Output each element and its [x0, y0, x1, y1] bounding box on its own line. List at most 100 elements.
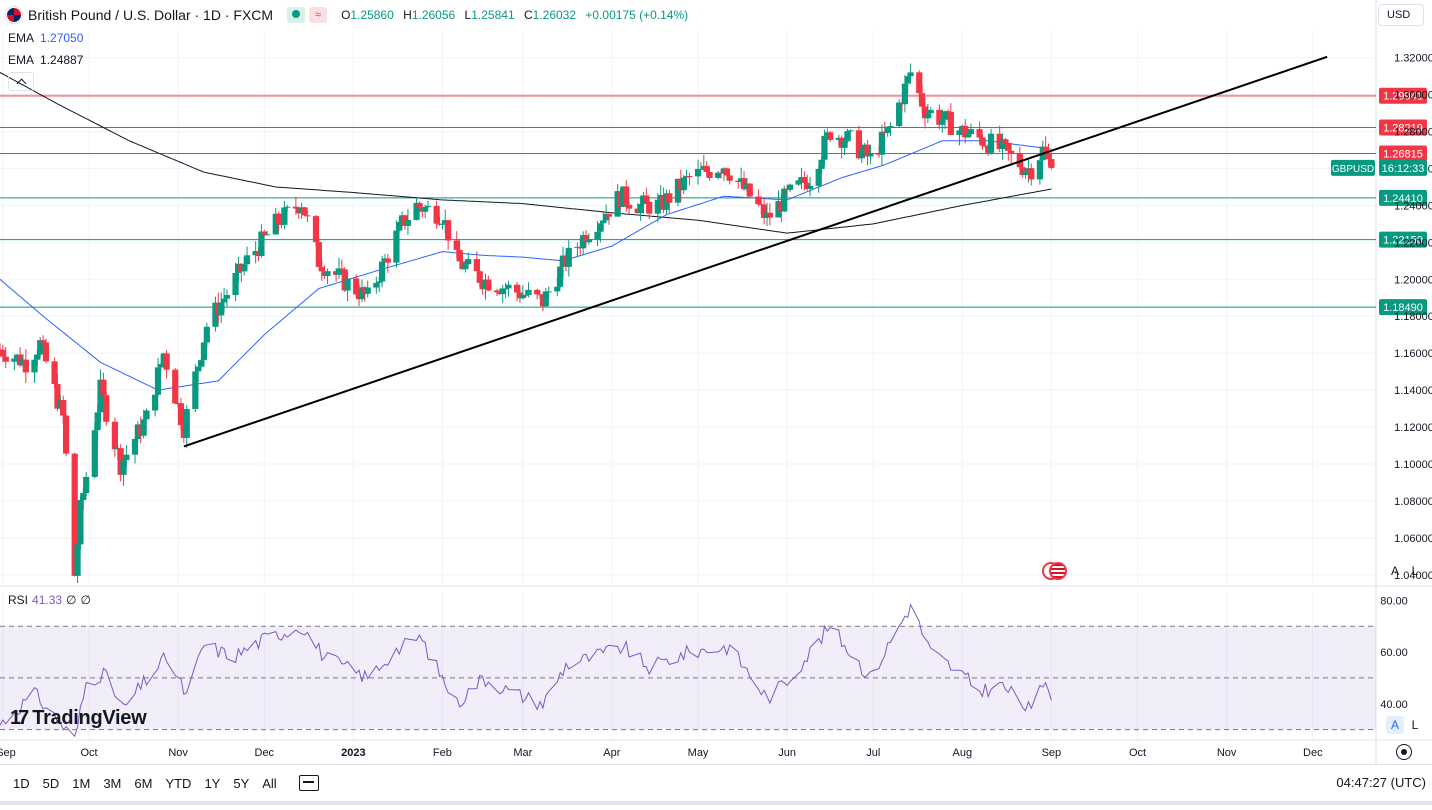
rsi-tick-label: 40.00 — [1380, 699, 1408, 711]
tradingview-logo[interactable]: 17 TradingView — [10, 707, 147, 730]
candle-body — [445, 220, 452, 241]
candle-body — [597, 223, 604, 232]
settings-gear-icon[interactable] — [1396, 744, 1412, 760]
candle-body — [123, 454, 130, 461]
timeframe-1m[interactable]: 1M — [72, 775, 91, 791]
tradingview-logo-icon: 17 — [10, 707, 29, 729]
economic-event-icon[interactable] — [1042, 562, 1068, 582]
candle-body — [192, 371, 199, 410]
price-tick-label: 1.20000 — [1394, 274, 1432, 286]
timeframe-6m[interactable]: 6M — [134, 775, 153, 791]
candle-body — [594, 231, 601, 240]
rsi-path — [0, 603, 1052, 738]
candle-body — [284, 206, 291, 208]
rsi-auto-scale-button[interactable]: A — [1386, 716, 1404, 734]
log-scale-button[interactable]: L — [1411, 564, 1419, 578]
candle-body — [766, 212, 773, 218]
candle-body — [976, 129, 983, 138]
market-open-dot-icon[interactable] — [287, 7, 306, 23]
candle-body — [887, 126, 894, 128]
trendline-path — [183, 55, 1328, 448]
wave-icon[interactable]: ≈ — [309, 7, 328, 23]
candle-body — [131, 439, 139, 455]
rsi-axis: 80.00 60.00 40.00 — [1380, 595, 1408, 710]
price-tick-label: 1.24000 — [1394, 200, 1432, 212]
level-tag-1.29941 — [1379, 87, 1427, 104]
candle-body — [795, 180, 802, 185]
candle-body — [847, 130, 854, 132]
price-tick-label: 1.14000 — [1394, 385, 1432, 397]
timeframe-1d[interactable]: 1D — [13, 775, 30, 791]
auto-scale-button[interactable]: A — [1390, 564, 1399, 578]
date-range-icon[interactable] — [298, 775, 319, 791]
candle-body — [324, 271, 331, 276]
candle-body — [453, 240, 460, 250]
candle-body — [232, 272, 239, 296]
candle-body — [999, 139, 1006, 150]
level-label-1.22150: 1.22150 — [1383, 235, 1423, 247]
candle-body — [786, 184, 794, 190]
candle-body — [921, 106, 929, 119]
level-label-1.26815: 1.26815 — [1383, 148, 1423, 160]
last-price-symbol-tag — [1331, 159, 1375, 176]
candle-body — [493, 290, 501, 293]
time-axis[interactable]: Sep Oct Nov Dec 2023 Feb Mar Apr May Jun Jul Aug Sep… — [0, 747, 1323, 759]
candle-body — [243, 255, 251, 265]
candle-body — [781, 188, 788, 212]
candle-body — [841, 141, 848, 148]
last-price-time: 16:12:33 — [1382, 163, 1425, 175]
price-tick-label: 1.04000 — [1394, 570, 1432, 582]
candle-body — [605, 213, 613, 217]
candle-body — [373, 282, 380, 288]
candle-body — [513, 284, 521, 293]
candle-body — [600, 220, 607, 224]
price-tick-label: 1.28000 — [1394, 127, 1432, 139]
candle-body — [223, 295, 231, 299]
timeframe-1y[interactable]: 1Y — [204, 775, 221, 791]
ema-slow-legend[interactable]: EMA 1.24887 — [8, 53, 84, 67]
candle-body — [143, 410, 150, 420]
timeframe-ytd[interactable]: YTD — [165, 775, 192, 791]
rsi-log-scale-button[interactable]: L — [1411, 718, 1419, 732]
candle-body — [867, 153, 874, 157]
utc-clock[interactable]: 04:47:27 (UTC) — [1336, 775, 1426, 790]
timeframe-all[interactable]: All — [262, 775, 277, 791]
ema-fast-legend[interactable]: EMA 1.27050 — [8, 31, 84, 45]
candle-body — [806, 185, 814, 190]
candle-body — [947, 111, 954, 135]
candle-body — [318, 266, 325, 272]
rsi-legend[interactable]: RSI 41.33 ∅ ∅ — [8, 593, 91, 607]
timeframe-5y[interactable]: 5Y — [233, 775, 250, 791]
currency-button[interactable]: USD — [1378, 4, 1424, 26]
candle-body — [680, 177, 687, 191]
candle-body — [1002, 139, 1009, 144]
time-tick-label: Mar — [513, 747, 532, 759]
candle-body — [195, 366, 202, 372]
collapse-legend-button[interactable] — [8, 72, 34, 91]
candle-body — [396, 221, 403, 231]
candle-body — [1048, 159, 1055, 168]
price-tick-label: 1.32000 — [1394, 53, 1432, 65]
timeframe-5d[interactable]: 5D — [42, 775, 60, 791]
footer-strip — [0, 801, 1432, 805]
symbol-title[interactable]: British Pound / U.S. Dollar · 1D · FXCM — [28, 7, 274, 23]
timeframe-3m[interactable]: 3M — [103, 775, 122, 791]
candle-body — [91, 430, 98, 477]
candle-body — [901, 83, 908, 105]
candle-body — [674, 178, 682, 203]
horizontal-levels — [0, 94, 1376, 308]
trendline[interactable] — [183, 55, 1328, 448]
candle-body — [907, 72, 914, 77]
level-tag-1.26815 — [1379, 145, 1427, 162]
rsi-line — [0, 603, 1052, 738]
price-axis[interactable]: 1.29941 1.28219 1.26815 1.24410 1.22150 1.184… — [1331, 53, 1432, 582]
candle-body — [42, 342, 50, 362]
candle-body — [103, 395, 110, 422]
ema-slow-path — [0, 72, 1052, 234]
rsi-panel — [0, 625, 1376, 731]
candle-body — [100, 379, 107, 396]
level-label-1.28219: 1.28219 — [1383, 123, 1423, 135]
candle-body — [97, 379, 104, 413]
candle-body — [979, 137, 986, 146]
